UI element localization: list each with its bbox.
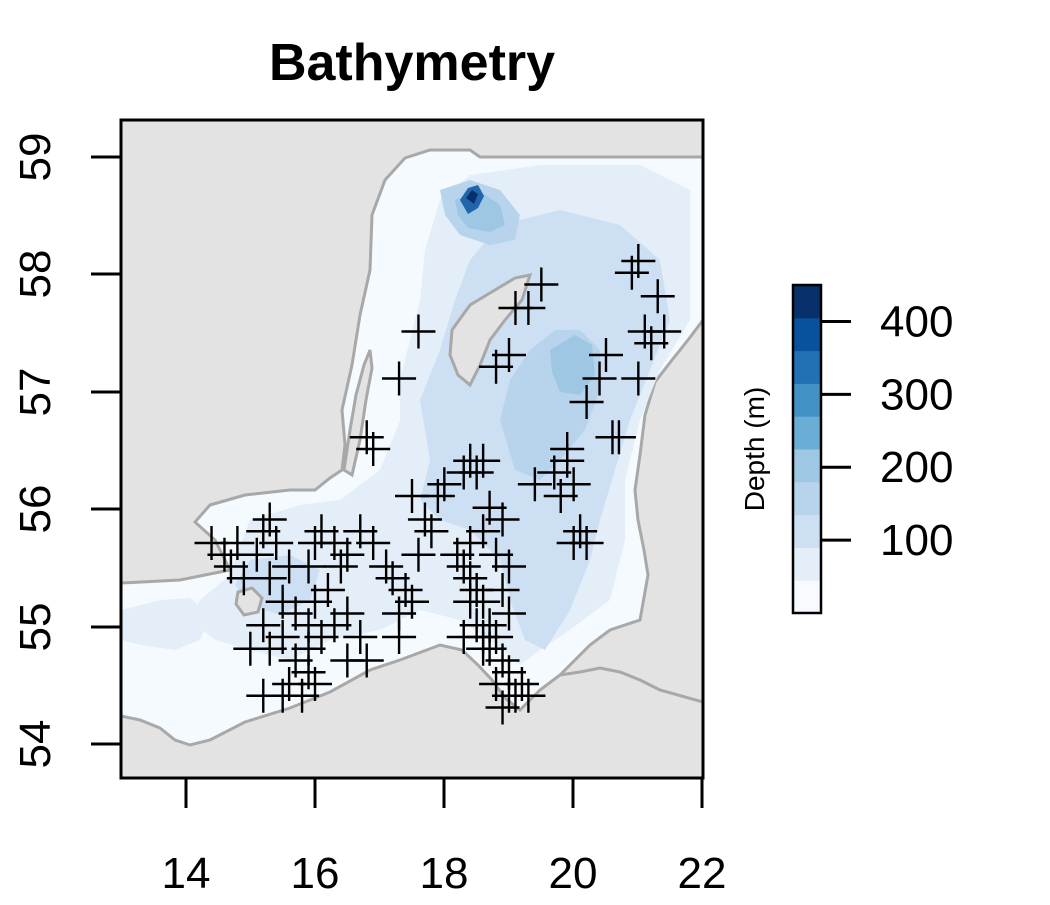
gotland-island [448,273,533,388]
bornholm-island [234,586,264,617]
y-tick-label: 56 [11,485,60,534]
station-marker [647,314,682,349]
station-marker [453,584,488,619]
station-marker [466,620,501,654]
station-marker [485,502,520,537]
station-marker [259,526,294,560]
colorbar-band [793,350,821,384]
station-marker [640,279,675,314]
station-marker [323,549,358,584]
station-marker [466,514,501,549]
station-marker [427,467,462,502]
station-marker [369,549,404,584]
station-marker [582,361,617,396]
y-tick-label: 58 [11,250,60,299]
station-marker [298,526,332,560]
station-marker [492,549,526,584]
station-marker [601,420,636,455]
colorbar-tick-label: 100 [880,516,953,565]
station-marker [252,502,287,537]
station-marker [492,678,526,713]
colorbar-tick-label: 200 [880,443,953,492]
station-marker [291,549,326,584]
station-marker [569,385,604,419]
colorbar-frame [791,283,823,615]
colorbar-bands [793,285,821,614]
station-marker [517,467,552,502]
depth-zone-deeper [550,335,595,395]
station-marker [543,479,578,513]
map-frame [119,118,705,780]
y-tick-label: 57 [11,368,60,417]
station-markers [194,244,682,725]
station-marker [401,537,436,572]
x-tick-label: 20 [549,849,598,898]
y-tick-label: 55 [11,603,60,652]
colorbar: 100 200 300 400 Depth (m) [739,283,953,615]
map-area[interactable] [121,120,703,778]
oland-island [342,349,374,478]
colorbar-band [793,580,821,614]
colorbar-tick-label: 300 [880,370,953,419]
x-tick-label: 22 [678,849,727,898]
station-marker [485,573,520,607]
station-marker [382,620,417,654]
station-marker [621,361,656,396]
station-marker [252,561,287,596]
station-marker [524,267,559,302]
x-tick-label: 18 [420,849,469,898]
y-tick-label: 54 [11,720,60,769]
colorbar-band [793,285,821,319]
station-marker [407,502,442,537]
station-marker [550,443,585,478]
station-marker [265,620,300,654]
colorbar-band [793,383,821,417]
depth-zone-shallow-west [121,598,210,650]
station-marker [395,584,429,619]
x-tick-label: 16 [291,849,340,898]
colorbar-title: Depth (m) [739,387,770,511]
colorbar-band [793,449,821,483]
depth-zone-landsort-core [466,190,478,204]
colorbar-band [793,416,821,450]
station-marker [349,420,384,455]
colorbar-band [793,547,821,581]
station-marker [492,338,526,372]
curonian-lagoon [559,666,703,704]
station-marker [589,338,623,372]
x-axis: 14 16 18 20 22 [162,778,727,898]
station-marker [466,443,501,478]
station-marker [356,526,391,560]
colorbar-band [793,514,821,548]
colorbar-ticks: 100 200 300 400 [821,297,953,565]
station-marker [621,244,656,278]
colorbar-tick-label: 400 [880,297,953,346]
x-tick-label: 14 [162,849,211,898]
station-marker [330,643,365,678]
colorbar-band [793,481,821,516]
station-marker [511,291,546,325]
station-marker [220,526,255,560]
station-marker [401,314,436,349]
station-marker [291,655,326,690]
station-marker [382,361,417,396]
station-marker [239,537,274,572]
y-tick-label: 59 [11,133,60,182]
station-marker [492,596,526,631]
station-marker [246,608,281,643]
y-axis: 54 55 56 57 58 59 [11,133,121,769]
station-marker [395,479,429,513]
colorbar-band [793,317,821,352]
station-marker [343,620,378,654]
station-marker [298,584,332,619]
station-marker [556,526,591,560]
station-marker [330,596,365,631]
station-marker [265,678,300,713]
map-title: Bathymetry [269,34,555,92]
